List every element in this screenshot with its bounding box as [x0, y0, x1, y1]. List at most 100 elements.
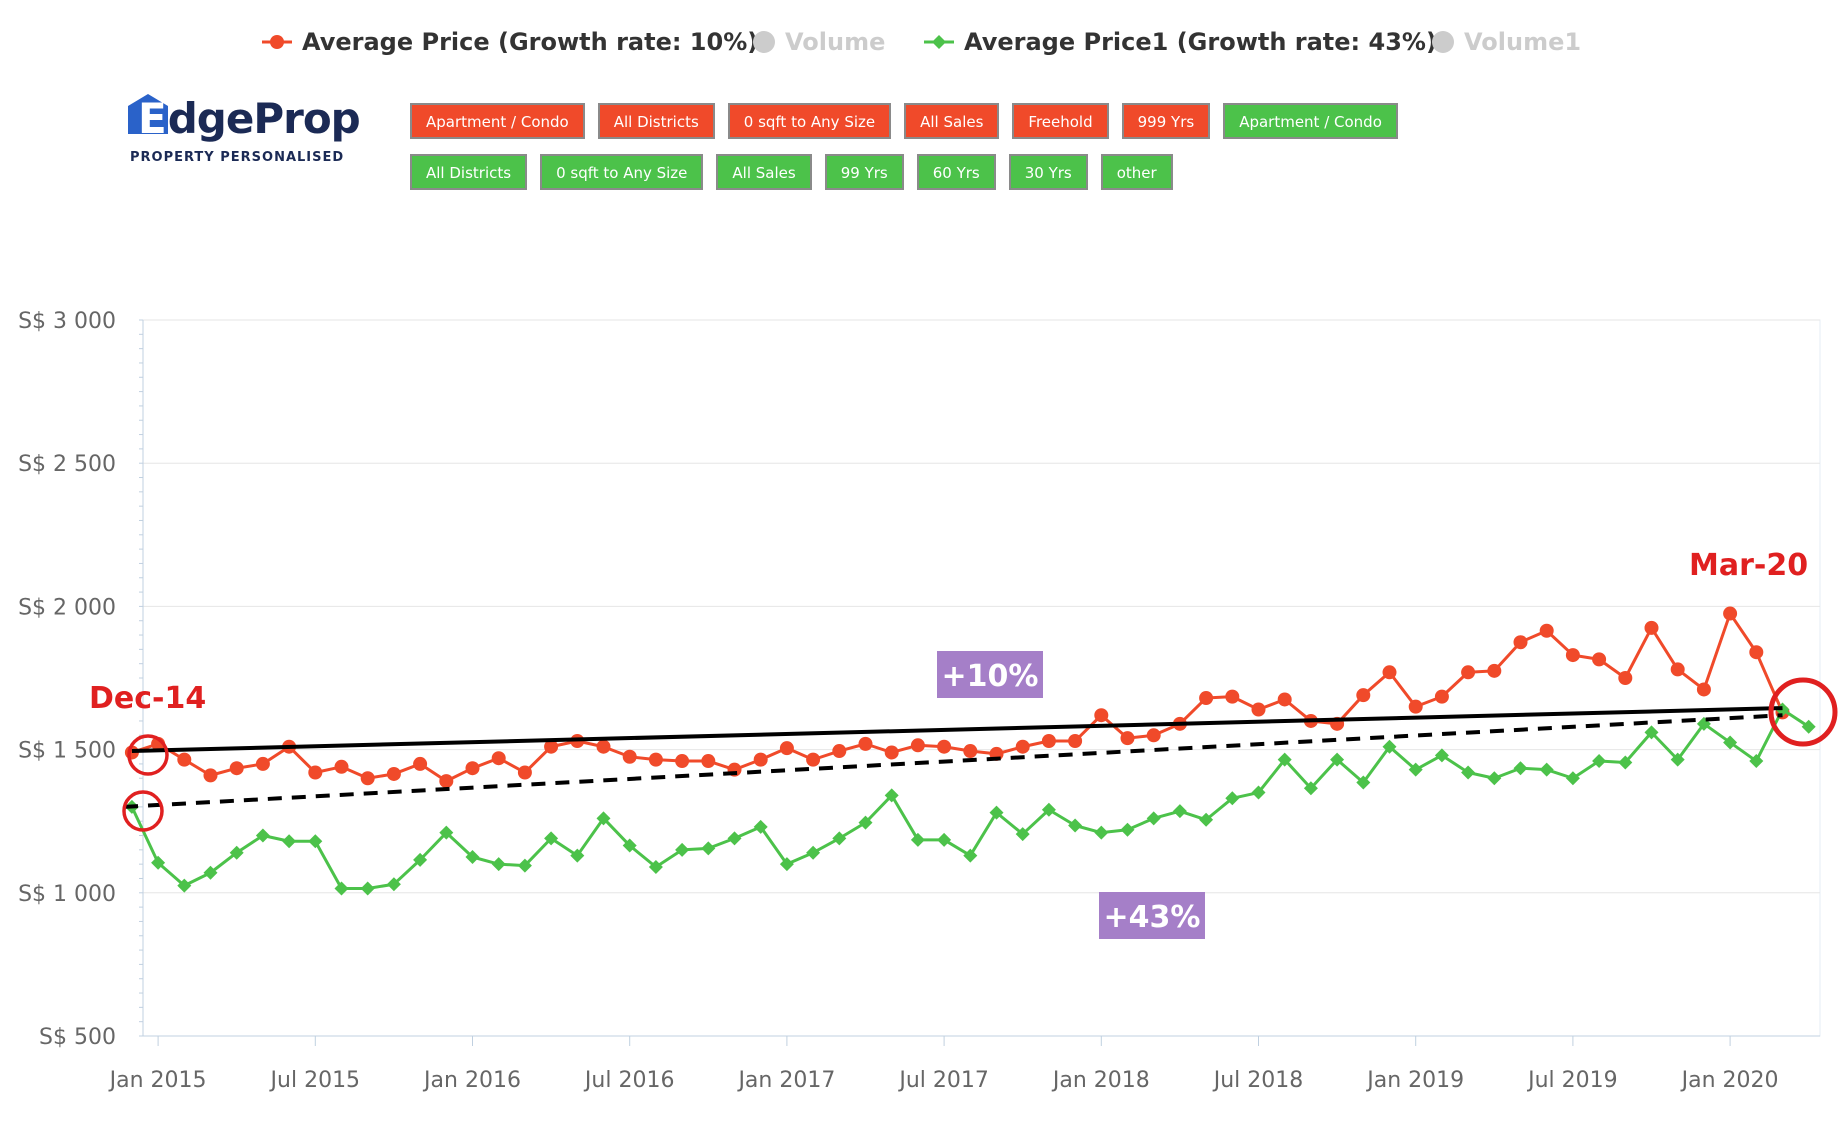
- start-highlight-circle-green: [122, 790, 164, 832]
- data-point: [832, 744, 847, 759]
- data-point: [1618, 671, 1633, 685]
- data-point: [1644, 725, 1659, 740]
- data-point: [1120, 731, 1135, 746]
- legend-label: Volume1: [1464, 28, 1582, 56]
- data-point: [1251, 785, 1266, 800]
- filter-button[interactable]: All Sales: [716, 154, 812, 190]
- data-point: [596, 739, 611, 754]
- data-point: [701, 754, 716, 769]
- filter-button[interactable]: 30 Yrs: [1008, 154, 1088, 190]
- filter-button[interactable]: All Sales: [904, 103, 1000, 139]
- data-point: [386, 877, 401, 892]
- legend-diamond-marker-icon: [924, 35, 954, 49]
- filter-button[interactable]: 0 sqft to Any Size: [540, 154, 704, 190]
- badge-10-percent-bg: [937, 651, 1043, 698]
- data-point: [413, 756, 428, 771]
- y-tick-label: S$ 2 000: [18, 595, 116, 620]
- data-point: [544, 739, 559, 754]
- data-point: [1434, 748, 1449, 763]
- x-tick-label: Jan 2018: [1051, 1068, 1150, 1093]
- legend-circle-marker-icon: [262, 35, 292, 49]
- start-highlight-circle-red: [127, 734, 169, 776]
- x-tick-label: Jul 2019: [1526, 1068, 1618, 1093]
- data-point: [1513, 635, 1528, 650]
- filter-button[interactable]: 999 Yrs: [1121, 103, 1211, 139]
- filter-button[interactable]: Freehold: [1012, 103, 1109, 139]
- data-point: [858, 736, 873, 751]
- x-tick-label: Jan 2019: [1365, 1068, 1464, 1093]
- data-point: [360, 771, 375, 786]
- data-point: [910, 832, 925, 847]
- filter-button[interactable]: 0 sqft to Any Size: [727, 103, 892, 139]
- filter-button[interactable]: All Districts: [410, 154, 528, 190]
- data-point: [806, 752, 821, 767]
- data-point: [910, 738, 925, 753]
- data-point: [1199, 812, 1214, 827]
- data-point: [360, 881, 375, 896]
- data-point: [413, 852, 428, 867]
- data-point: [1434, 689, 1449, 704]
- x-tick-label: Jul 2018: [1212, 1068, 1304, 1093]
- legend-average-price1[interactable]: Average Price1 (Growth rate: 43%): [924, 28, 1437, 56]
- data-point: [177, 752, 192, 767]
- data-point: [1303, 781, 1318, 796]
- trend-line-dashed: [123, 713, 1783, 809]
- filter-button[interactable]: Apartment / Condo: [410, 103, 585, 139]
- data-point: [1146, 811, 1161, 826]
- legend-average-price[interactable]: Average Price (Growth rate: 10%): [262, 28, 758, 56]
- data-point: [334, 881, 349, 896]
- legend-volume[interactable]: Volume: [753, 28, 885, 56]
- filter-button[interactable]: 60 Yrs: [916, 154, 996, 190]
- data-point: [1749, 645, 1764, 660]
- data-point: [1225, 791, 1240, 806]
- legend-volume1[interactable]: Volume1: [1432, 28, 1581, 56]
- badge-10-percent: +10%: [942, 659, 1039, 694]
- filter-button[interactable]: All Districts: [597, 103, 715, 139]
- data-point: [989, 805, 1004, 820]
- data-point: [465, 761, 480, 776]
- filter-row-1: Apartment / Condo All Districts 0 sqft to …: [410, 103, 1510, 139]
- x-tick-label: Jan 2015: [108, 1068, 207, 1093]
- data-point: [1592, 754, 1607, 769]
- data-point: [517, 765, 532, 780]
- x-tick-label: Jul 2017: [897, 1068, 989, 1093]
- filter-button[interactable]: 99 Yrs: [824, 154, 904, 190]
- data-point: [884, 788, 899, 803]
- filter-button[interactable]: Apartment / Condo: [1223, 103, 1398, 139]
- chart-legend: Average Price (Growth rate: 10%) Volume …: [0, 28, 1840, 68]
- filter-button[interactable]: other: [1100, 154, 1173, 190]
- data-point: [1356, 775, 1371, 790]
- data-point: [753, 752, 768, 767]
- data-point: [1068, 734, 1083, 749]
- data-point: [1513, 761, 1528, 776]
- data-point: [1539, 623, 1554, 638]
- series-average-price1: [124, 702, 1816, 896]
- edgeprop-logo: EdgeProp PROPERTY PERSONALISED: [128, 94, 361, 174]
- data-point: [1015, 827, 1030, 842]
- legend-circle-marker-icon: [1432, 31, 1454, 53]
- data-point: [1461, 665, 1476, 680]
- data-point: [308, 765, 323, 780]
- legend-label: Average Price (Growth rate: 10%): [302, 28, 759, 56]
- logo-tagline: PROPERTY PERSONALISED: [130, 150, 345, 165]
- logo-wordmark: EdgeProp: [138, 94, 361, 143]
- data-point: [308, 834, 323, 849]
- data-point: [255, 756, 270, 771]
- badge-43-percent-bg: [1099, 892, 1205, 939]
- data-point: [386, 766, 401, 781]
- data-point: [858, 815, 873, 830]
- data-point: [622, 838, 637, 853]
- data-point: [675, 754, 690, 769]
- data-point: [937, 739, 952, 754]
- data-point: [544, 831, 559, 846]
- data-point: [1487, 663, 1502, 678]
- legend-label: Average Price1 (Growth rate: 43%): [964, 28, 1437, 56]
- x-tick-label: Jul 2015: [269, 1068, 361, 1093]
- data-point: [177, 878, 192, 893]
- data-point: [1670, 662, 1685, 677]
- data-point: [1277, 752, 1292, 767]
- data-point: [832, 831, 847, 846]
- x-tick-label: Jan 2016: [422, 1068, 521, 1093]
- legend-circle-marker-icon: [753, 31, 775, 53]
- data-point: [255, 828, 270, 843]
